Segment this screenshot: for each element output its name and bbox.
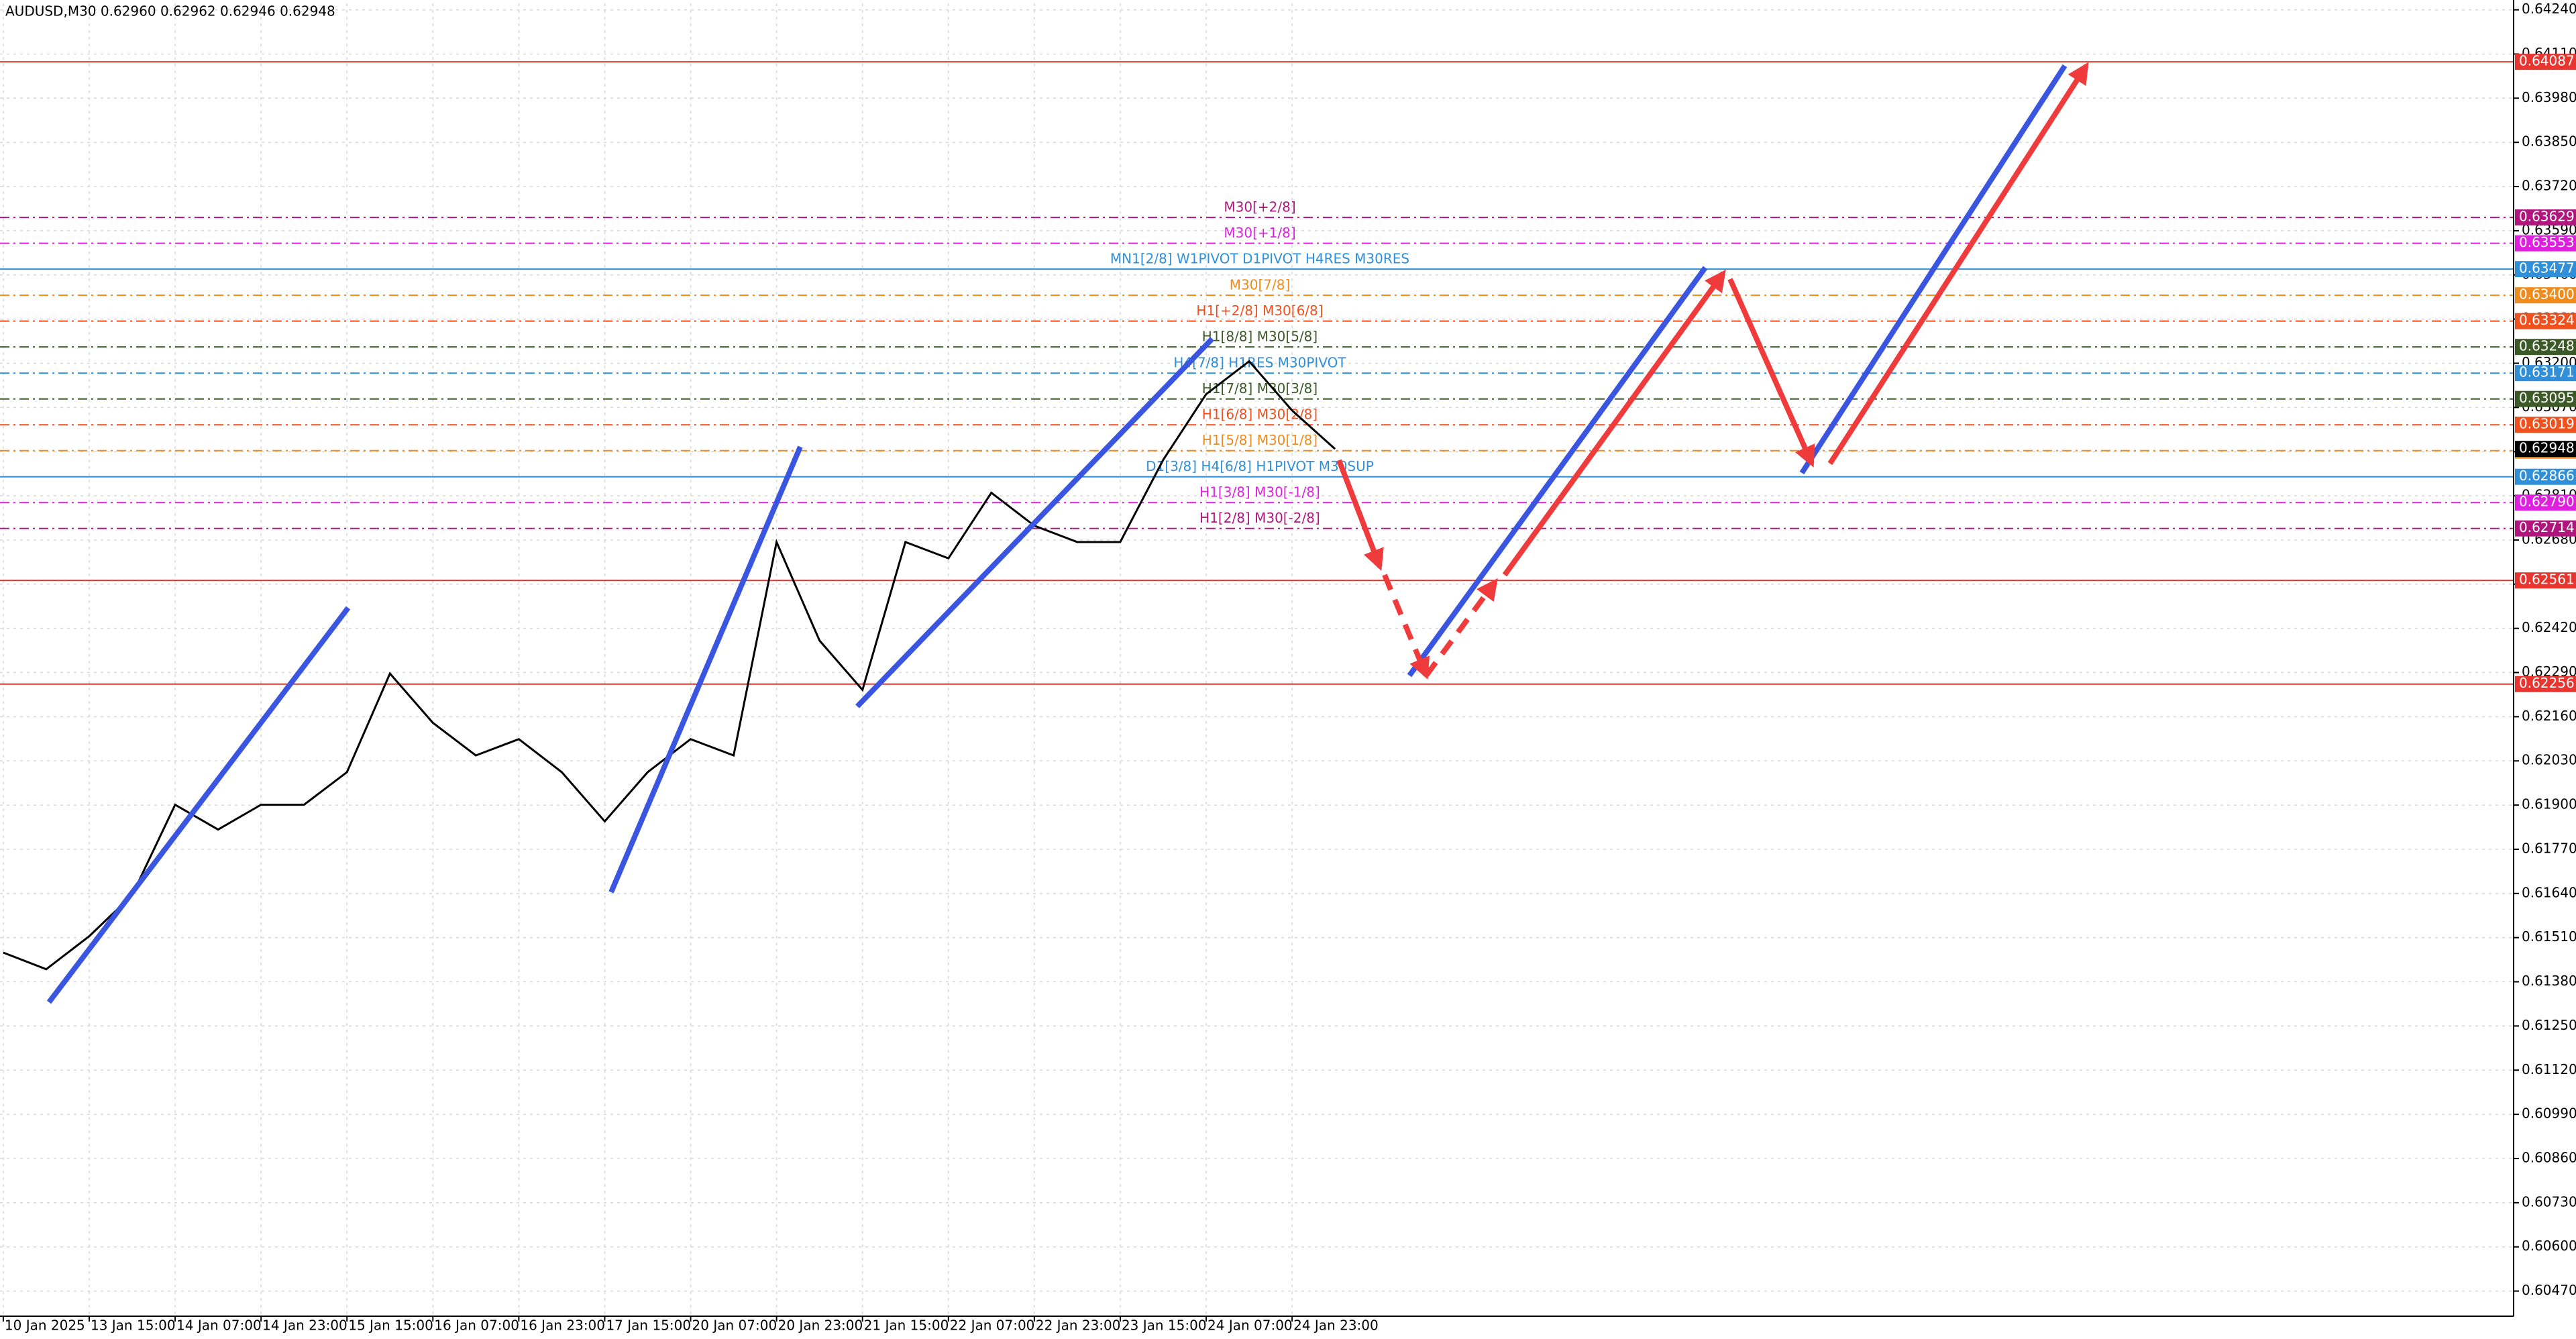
price-box [2515, 494, 2576, 511]
x-tick-label: 21 Jan 15:00 [864, 1318, 949, 1334]
price-box [2515, 520, 2576, 537]
price-box-label: 0.63095 [2519, 390, 2575, 406]
price-box [2515, 339, 2576, 356]
levels: M30[+2/8] M30[+1/8] MN1[2/8] W1PIVOT D1PIV… [0, 61, 2514, 685]
y-tick-label: 0.60860 [2522, 1149, 2576, 1165]
level-label: H1[8/8] M30[5/8] [1202, 329, 1318, 345]
trend-line [608, 445, 803, 894]
trend-line [855, 337, 1214, 708]
level-label: H1[5/8] M30[1/8] [1202, 432, 1318, 448]
x-tick-label: 20 Jan 07:00 [692, 1318, 777, 1334]
y-tick-label: 0.60600 [2522, 1238, 2576, 1254]
trend-line [46, 606, 351, 1004]
y-tick-label: 0.61640 [2522, 884, 2576, 900]
arrow [1382, 574, 1430, 680]
price-box-label: 0.62714 [2519, 519, 2575, 535]
price-box-label: 0.63324 [2519, 312, 2575, 328]
level-label: MN1[2/8] W1PIVOT D1PIVOT H4RES M30RES [1110, 251, 1409, 267]
price-box [2515, 209, 2576, 226]
y-tick-label: 0.60730 [2522, 1193, 2576, 1210]
x-tick-label: 16 Jan 07:00 [434, 1318, 519, 1334]
price-box-label: 0.63553 [2519, 234, 2575, 250]
arrow [1827, 62, 2089, 466]
x-tick-label: 22 Jan 07:00 [950, 1318, 1035, 1334]
projections [46, 62, 2089, 1004]
level-label: M30[7/8] [1230, 277, 1291, 293]
price-box-label: 0.63477 [2519, 260, 2575, 276]
y-tick-label: 0.61510 [2522, 928, 2576, 945]
y-tick-label: 0.62160 [2522, 708, 2576, 724]
trend-line [1799, 64, 2068, 475]
chart-title: AUDUSD,M30 0.62960 0.62962 0.62946 0.629… [5, 3, 335, 19]
y-tick-label: 0.62420 [2522, 619, 2576, 635]
price-box-label: 0.63171 [2519, 364, 2575, 380]
x-tick-label: 16 Jan 23:00 [520, 1318, 605, 1334]
price-box-label: 0.62948 [2519, 440, 2575, 456]
x-tick-label: 10 Jan 2025 [5, 1318, 85, 1334]
level-label: H1[+2/8] M30[6/8] [1196, 303, 1323, 319]
price-box-label: 0.62790 [2519, 494, 2575, 510]
y-tick-label: 0.63720 [2522, 178, 2576, 194]
x-tick-label: 24 Jan 23:00 [1293, 1318, 1379, 1334]
level-label: M30[+1/8] [1224, 225, 1295, 241]
price-box [2515, 261, 2576, 278]
level-label: H4[7/8] H1RES M30PIVOT [1173, 355, 1346, 371]
arrow [1502, 269, 1726, 577]
price-box [2515, 417, 2576, 433]
price-box [2515, 54, 2576, 70]
x-tick-label: 17 Jan 15:00 [606, 1318, 691, 1334]
arrow [1727, 278, 1815, 468]
price-box-label: 0.64087 [2519, 53, 2575, 69]
x-tick-label: 15 Jan 15:00 [348, 1318, 433, 1334]
price-box [2515, 313, 2576, 329]
trend-line [1407, 266, 1708, 678]
x-tick-label: 20 Jan 23:00 [778, 1318, 863, 1334]
price-box [2515, 365, 2576, 382]
price-box-label: 0.63019 [2519, 416, 2575, 432]
level-label: H1[6/8] M30[2/8] [1202, 407, 1318, 423]
y-tick-label: 0.63980 [2522, 89, 2576, 105]
x-tick-label: 14 Jan 23:00 [262, 1318, 347, 1334]
price-box-label: 0.62256 [2519, 675, 2575, 691]
level-label: D1[3/8] H4[6/8] H1PIVOT M30SUP [1146, 458, 1374, 474]
price-box-label: 0.63248 [2519, 338, 2575, 354]
price-box-label: 0.62866 [2519, 468, 2575, 484]
grid [0, 3, 2514, 1314]
price-box [2515, 235, 2576, 252]
y-tick-label: 0.60470 [2522, 1282, 2576, 1298]
price-box [2515, 441, 2576, 458]
price-box [2515, 390, 2576, 407]
level-label: H1[2/8] M30[-2/8] [1199, 510, 1320, 526]
level-label: H1[3/8] M30[-1/8] [1199, 484, 1320, 500]
price-box [2515, 676, 2576, 692]
x-tick-label: 14 Jan 07:00 [176, 1318, 262, 1334]
x-tick-label: 23 Jan 15:00 [1122, 1318, 1207, 1334]
arrow [1336, 459, 1384, 571]
y-tick-label: 0.61380 [2522, 973, 2576, 989]
y-tick-label: 0.61250 [2522, 1017, 2576, 1033]
y-tick-label: 0.61120 [2522, 1061, 2576, 1077]
x-tick-label: 22 Jan 23:00 [1036, 1318, 1121, 1334]
x-tick-label: 13 Jan 15:00 [91, 1318, 176, 1334]
price-box [2515, 572, 2576, 589]
y-tick-label: 0.61770 [2522, 840, 2576, 856]
x-tick-label: 24 Jan 07:00 [1208, 1318, 1293, 1334]
price-box-label: 0.63400 [2519, 286, 2575, 303]
y-tick-label: 0.61900 [2522, 796, 2576, 812]
y-tick-label: 0.62030 [2522, 752, 2576, 768]
level-label: M30[+2/8] [1224, 199, 1295, 215]
price-box-label: 0.62561 [2519, 572, 2575, 588]
arrow [1424, 578, 1498, 678]
price-box [2515, 287, 2576, 304]
y-tick-label: 0.63850 [2522, 133, 2576, 150]
y-tick-label: 0.60990 [2522, 1106, 2576, 1122]
price-box-label: 0.63629 [2519, 209, 2575, 225]
price-box [2515, 468, 2576, 485]
y-tick-label: 0.64240 [2522, 1, 2576, 17]
